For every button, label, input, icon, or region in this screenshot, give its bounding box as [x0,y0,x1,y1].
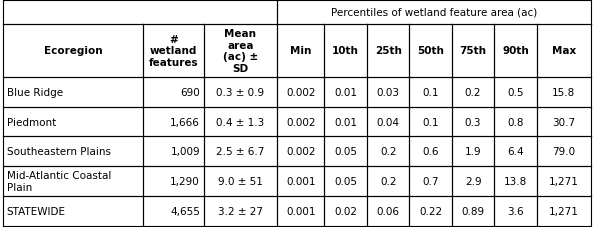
Text: 0.2: 0.2 [465,87,481,97]
Text: 9.0 ± 51: 9.0 ± 51 [218,176,263,186]
Text: STATEWIDE: STATEWIDE [7,206,65,216]
Text: 0.89: 0.89 [462,206,485,216]
Text: 6.4: 6.4 [507,147,524,157]
Text: 0.1: 0.1 [422,117,439,127]
Text: #
wetland
features: # wetland features [148,35,198,68]
Text: 690: 690 [180,87,200,97]
Text: 3.6: 3.6 [507,206,524,216]
Text: 0.05: 0.05 [334,176,357,186]
Text: Percentiles of wetland feature area (ac): Percentiles of wetland feature area (ac) [331,8,538,18]
Text: 4,655: 4,655 [170,206,200,216]
Text: 0.4 ± 1.3: 0.4 ± 1.3 [216,117,264,127]
Text: 0.01: 0.01 [334,87,357,97]
Text: Southeastern Plains: Southeastern Plains [7,147,110,157]
Text: 0.6: 0.6 [422,147,439,157]
Text: 0.3 ± 0.9: 0.3 ± 0.9 [216,87,264,97]
Text: 0.01: 0.01 [334,117,357,127]
Text: 0.8: 0.8 [507,117,524,127]
Text: 30.7: 30.7 [552,117,576,127]
Text: 1.9: 1.9 [465,147,481,157]
Text: 0.001: 0.001 [286,206,315,216]
Text: 79.0: 79.0 [552,147,576,157]
Text: Max: Max [552,46,576,56]
Text: 0.03: 0.03 [377,87,400,97]
Text: Mean
area
(ac) ±
SD: Mean area (ac) ± SD [223,29,258,74]
Text: 0.002: 0.002 [286,87,315,97]
Text: 0.002: 0.002 [286,147,315,157]
Text: 0.06: 0.06 [377,206,400,216]
Text: 25th: 25th [375,46,402,56]
Text: 0.05: 0.05 [334,147,357,157]
Text: 0.001: 0.001 [286,176,315,186]
Text: 75th: 75th [460,46,486,56]
Text: 0.7: 0.7 [422,176,439,186]
Text: 0.1: 0.1 [422,87,439,97]
Text: 1,666: 1,666 [170,117,200,127]
Text: 0.04: 0.04 [377,117,400,127]
Text: 0.22: 0.22 [419,206,442,216]
Text: 0.2: 0.2 [380,176,396,186]
Text: Piedmont: Piedmont [7,117,56,127]
Text: 0.3: 0.3 [465,117,481,127]
Text: 0.002: 0.002 [286,117,315,127]
Text: Mid-Atlantic Coastal
Plain: Mid-Atlantic Coastal Plain [7,171,111,192]
Text: 2.5 ± 6.7: 2.5 ± 6.7 [216,147,265,157]
Text: 2.9: 2.9 [465,176,481,186]
Text: Ecoregion: Ecoregion [44,46,103,56]
Text: 1,271: 1,271 [549,176,579,186]
Text: 13.8: 13.8 [504,176,527,186]
Text: Min: Min [290,46,312,56]
Text: 1,271: 1,271 [549,206,579,216]
Text: 0.02: 0.02 [334,206,357,216]
Text: 15.8: 15.8 [552,87,576,97]
Text: 10th: 10th [332,46,359,56]
Text: 0.2: 0.2 [380,147,396,157]
Text: 3.2 ± 27: 3.2 ± 27 [218,206,263,216]
Text: 1,009: 1,009 [170,147,200,157]
Text: Blue Ridge: Blue Ridge [7,87,62,97]
Text: 0.5: 0.5 [507,87,524,97]
Text: 1,290: 1,290 [170,176,200,186]
Text: 50th: 50th [417,46,444,56]
Text: 90th: 90th [502,46,529,56]
